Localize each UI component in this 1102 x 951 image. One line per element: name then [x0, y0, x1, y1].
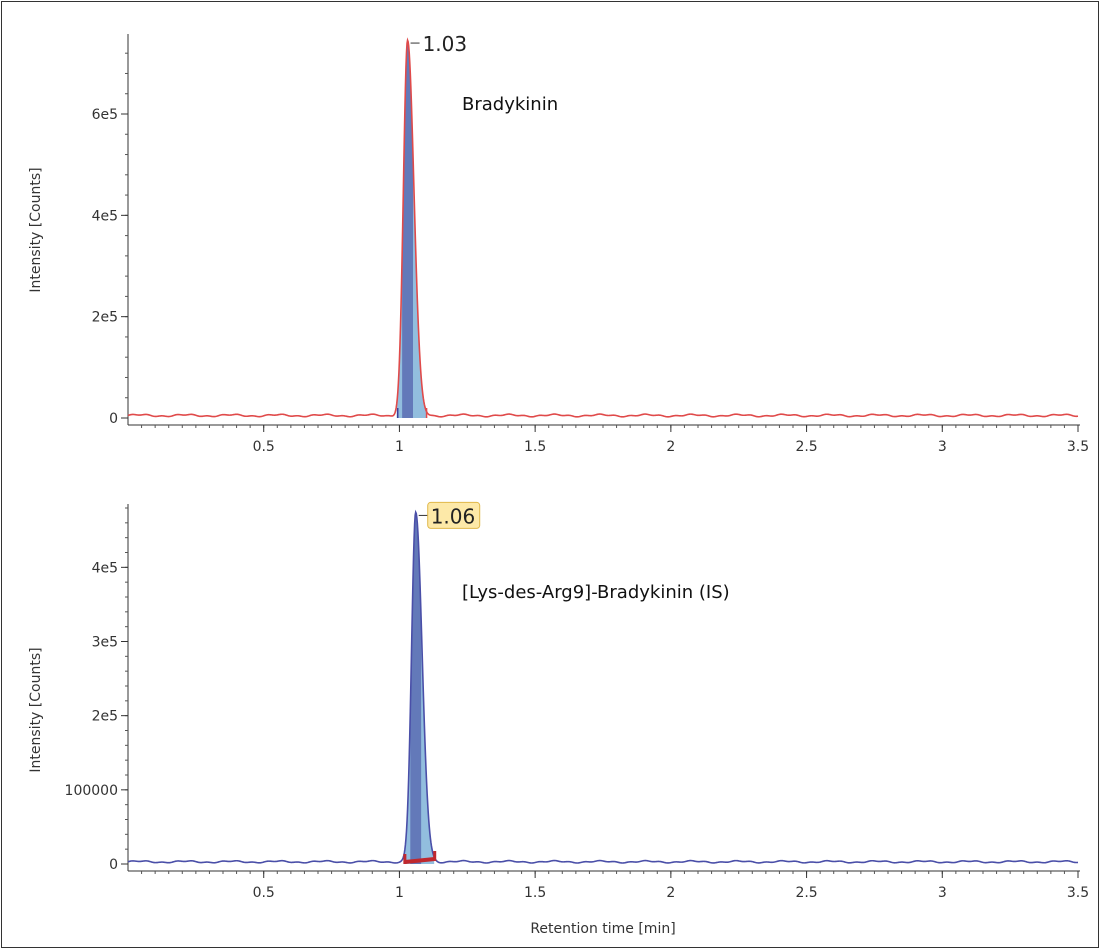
x-axis-title: Retention time [min] [530, 921, 675, 937]
x-tick-label: 3.5 [1067, 885, 1089, 901]
chromatogram-trace [127, 37, 1079, 418]
x-tick-label: 1 [395, 885, 404, 901]
y-axis-title: Intensity [Counts] [28, 647, 44, 772]
y-tick-label: 4e5 [92, 560, 118, 576]
x-tick-label: 1.5 [524, 885, 546, 901]
y-tick-label: 4e5 [92, 208, 118, 224]
y-tick-label: 2e5 [92, 310, 118, 326]
x-tick-label: 3 [938, 885, 947, 901]
x-tick-label: 1 [395, 439, 404, 455]
compound-name: [Lys-des-Arg9]-Bradykinin (IS) [462, 582, 730, 603]
y-tick-label: 6e5 [92, 107, 118, 123]
chromatogram-trace [127, 509, 1079, 864]
chart-panel-2: 0 100000 2e5 3e5 4e5 0.5 1 1.5 2 2.5 3 3.5 Intensity… [28, 501, 1089, 937]
x-tick-label: 3 [938, 439, 947, 455]
x-tick-label: 2 [666, 439, 675, 455]
rt-label: 1.06 [431, 504, 476, 528]
y-tick-label: 2e5 [92, 709, 118, 725]
y-tick-label: 100000 [65, 783, 118, 799]
y-tick-label: 3e5 [92, 635, 118, 651]
x-tick-label: 0.5 [253, 439, 275, 455]
y-axis-title: Intensity [Counts] [28, 167, 44, 292]
y-tick-label: 0 [109, 857, 118, 873]
x-tick-label: 3.5 [1067, 439, 1089, 455]
x-tick-label: 2.5 [795, 885, 817, 901]
compound-name: Bradykinin [462, 94, 558, 115]
chart-panel-1: 0 2e5 4e5 6e5 0.5 1 1.5 2 2.5 3 3.5 Intensity [Coun… [28, 32, 1089, 455]
rt-label: 1.03 [423, 32, 468, 56]
x-tick-label: 0.5 [253, 885, 275, 901]
y-tick-label: 0 [109, 411, 118, 427]
integration-baseline [404, 857, 435, 864]
x-tick-label: 2.5 [795, 439, 817, 455]
x-tick-label: 1.5 [524, 439, 546, 455]
rt-label-highlight [427, 501, 481, 529]
x-tick-label: 2 [666, 885, 675, 901]
